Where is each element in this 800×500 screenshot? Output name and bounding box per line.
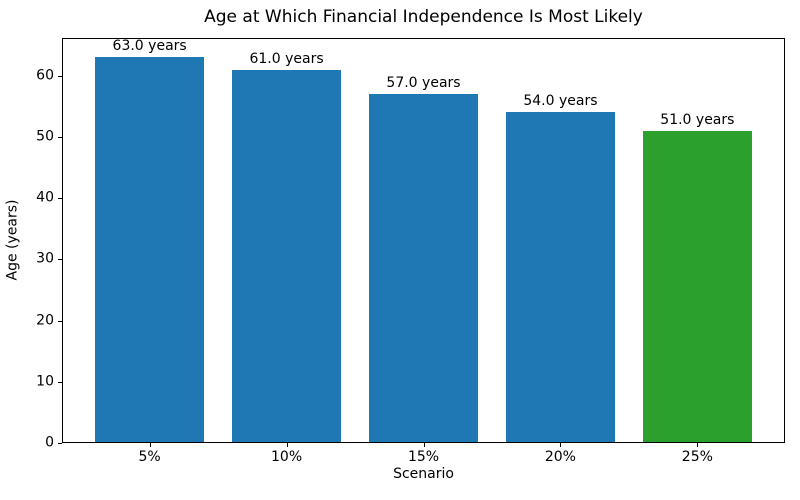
bar-value-label: 54.0 years [523, 93, 598, 110]
bar [231, 69, 342, 442]
x-tick-mark [560, 443, 562, 447]
x-tick-mark [286, 443, 288, 447]
x-tick-label: 15% [407, 449, 440, 465]
bar-value-label: 51.0 years [660, 111, 735, 128]
chart-title: Age at Which Financial Independence Is M… [204, 7, 643, 27]
x-axis-label: Scenario [393, 466, 454, 482]
y-tick-mark [58, 136, 62, 138]
bar-value-label: 63.0 years [112, 38, 187, 55]
y-tick-mark [58, 381, 62, 383]
y-tick-label: 40 [36, 189, 54, 206]
y-tick-label: 60 [36, 67, 54, 84]
x-tick-mark [149, 443, 151, 447]
bar [94, 57, 205, 442]
x-tick-label: 20% [544, 449, 576, 465]
y-tick-mark [58, 198, 62, 200]
x-tick-mark [697, 443, 699, 447]
y-tick-mark [58, 75, 62, 77]
x-tick-label: 5% [138, 449, 161, 465]
y-tick-label: 10 [36, 373, 54, 390]
bar [505, 112, 616, 442]
y-tick-mark [58, 320, 62, 322]
bar [368, 94, 479, 442]
y-tick-mark [58, 259, 62, 261]
bar-value-label: 61.0 years [249, 50, 324, 67]
y-tick-label: 50 [36, 128, 54, 145]
x-tick-label: 10% [271, 449, 303, 465]
y-tick-label: 20 [36, 312, 54, 329]
bar-value-label: 57.0 years [386, 75, 461, 92]
y-axis-label: Age (years) [4, 199, 21, 281]
y-tick-mark [58, 443, 62, 444]
x-tick-mark [423, 443, 425, 447]
y-tick-label: 30 [36, 250, 54, 267]
x-tick-label: 25% [681, 449, 713, 465]
y-tick-label: 0 [45, 434, 54, 451]
bar [642, 130, 753, 442]
